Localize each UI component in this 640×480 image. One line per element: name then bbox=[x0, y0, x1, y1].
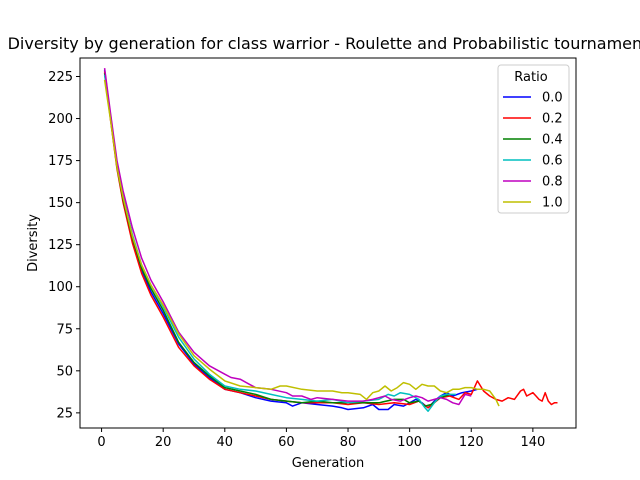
legend-entries: 0.0 0.2 0.4 0.6 0.8 1.0 bbox=[503, 91, 563, 211]
x-tick-label: 80 bbox=[340, 435, 357, 450]
legend-label-2: 0.4 bbox=[542, 133, 563, 148]
x-tick-label: 60 bbox=[278, 435, 295, 450]
plot-frame bbox=[79, 57, 577, 429]
legend-title: Ratio bbox=[514, 70, 547, 85]
series-line-2 bbox=[103, 73, 450, 407]
x-tick-label: 140 bbox=[520, 435, 545, 450]
series-line-5 bbox=[103, 79, 500, 407]
series-layer bbox=[103, 68, 558, 412]
y-tick-label: 25 bbox=[56, 406, 73, 421]
series-line-3 bbox=[103, 74, 456, 412]
x-tick-label: 120 bbox=[459, 435, 484, 450]
y-tick-label: 50 bbox=[56, 364, 73, 379]
legend-label-4: 0.8 bbox=[542, 175, 563, 190]
y-axis-ticks: 25 50 75 100 125 150 175 200 225 bbox=[48, 70, 80, 421]
x-tick-label: 40 bbox=[217, 435, 234, 450]
series-line-0 bbox=[103, 69, 478, 411]
legend-label-5: 1.0 bbox=[542, 196, 563, 211]
y-tick-label: 225 bbox=[48, 70, 73, 85]
y-tick-label: 125 bbox=[48, 238, 73, 253]
y-tick-label: 75 bbox=[56, 322, 73, 337]
series-line-1 bbox=[103, 71, 558, 409]
x-tick-label: 100 bbox=[397, 435, 422, 450]
y-tick-label: 175 bbox=[48, 154, 73, 169]
series-line-4 bbox=[103, 68, 472, 406]
y-tick-label: 200 bbox=[48, 112, 73, 127]
x-tick-label: 20 bbox=[155, 435, 172, 450]
x-tick-label: 0 bbox=[97, 435, 105, 450]
y-tick-label: 150 bbox=[48, 196, 73, 211]
x-axis-label: Generation bbox=[292, 456, 365, 471]
legend-label-3: 0.6 bbox=[542, 154, 563, 169]
y-tick-label: 100 bbox=[48, 280, 73, 295]
legend-label-0: 0.0 bbox=[542, 91, 563, 106]
legend-label-1: 0.2 bbox=[542, 112, 563, 127]
chart-title: Diversity by generation for class warrio… bbox=[8, 34, 640, 53]
legend: Ratio 0.0 0.2 0.4 0.6 0.8 1.0 bbox=[497, 64, 570, 214]
plot-area bbox=[79, 57, 577, 429]
x-axis-ticks: 0 20 40 60 80 100 120 140 bbox=[97, 428, 545, 450]
y-axis-label: Diversity bbox=[26, 214, 41, 272]
legend-box bbox=[497, 64, 570, 214]
